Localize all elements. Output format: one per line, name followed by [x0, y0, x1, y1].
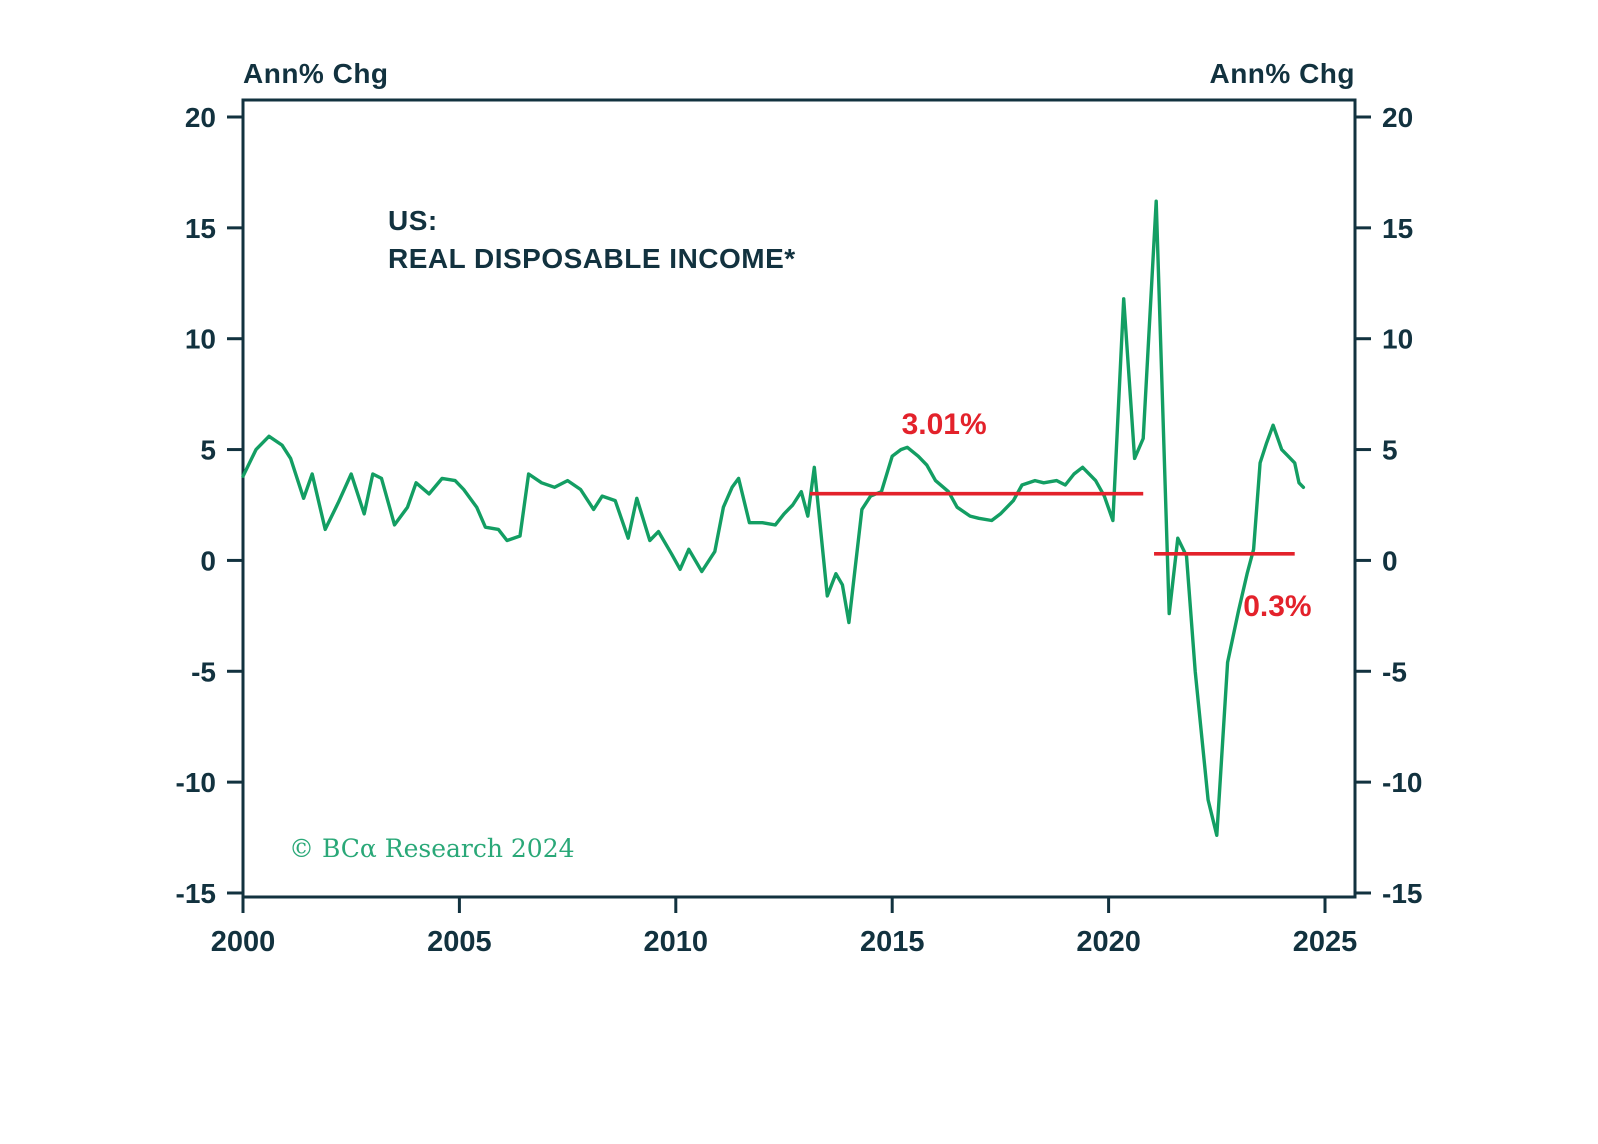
- y-tick-label-right: -10: [1382, 767, 1422, 798]
- x-tick-label: 2020: [1076, 926, 1141, 958]
- x-tick-label: 2025: [1293, 926, 1358, 958]
- y-tick-label-right: 10: [1382, 324, 1413, 355]
- y-tick-label-left: 20: [185, 102, 216, 133]
- y-tick-label-left: 10: [185, 324, 216, 355]
- copyright-text: © BCα Research 2024: [289, 834, 575, 863]
- series-line: [241, 199, 1306, 837]
- y-tick-label-right: 5: [1382, 435, 1398, 466]
- y-tick-label-left: 5: [200, 435, 216, 466]
- y-tick-label-right: 0: [1382, 545, 1398, 576]
- right-axis-title: Ann% Chg: [1209, 58, 1355, 89]
- x-tick-label: 2000: [211, 926, 276, 958]
- reference-line-label: 3.01%: [902, 408, 987, 441]
- chart-title-line2: REAL DISPOSABLE INCOME*: [388, 243, 796, 274]
- x-tick-label: 2010: [644, 926, 709, 958]
- x-tick-label: 2005: [427, 926, 492, 958]
- left-axis-title: Ann% Chg: [243, 58, 389, 89]
- y-tick-label-left: -10: [176, 767, 216, 798]
- y-tick-label-left: -5: [191, 656, 216, 687]
- y-tick-label-left: -15: [176, 878, 216, 909]
- y-tick-label-right: 20: [1382, 102, 1413, 133]
- y-tick-label-right: -5: [1382, 656, 1407, 687]
- chart-title-line1: US:: [388, 205, 438, 236]
- chart-title: US: REAL DISPOSABLE INCOME*: [388, 202, 796, 278]
- y-tick-label-left: 15: [185, 213, 216, 244]
- y-tick-label-left: 0: [200, 545, 216, 576]
- y-tick-label-right: 15: [1382, 213, 1413, 244]
- y-tick-label-right: -15: [1382, 878, 1422, 909]
- x-tick-label: 2015: [860, 926, 925, 958]
- reference-line-label: 0.3%: [1243, 590, 1311, 623]
- plot-frame: [241, 98, 1357, 899]
